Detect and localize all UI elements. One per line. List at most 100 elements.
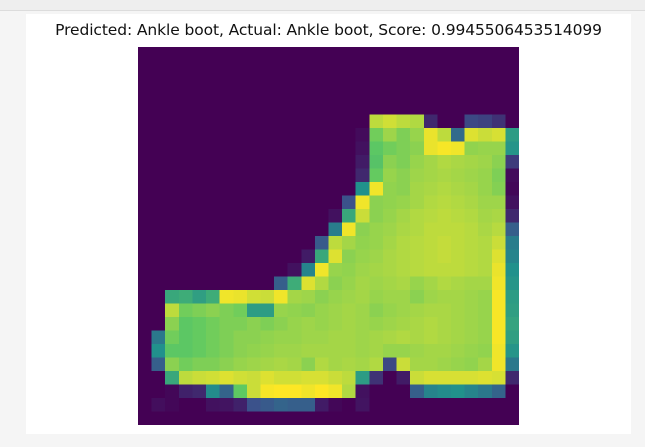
image-pixel <box>301 101 316 116</box>
image-pixel <box>464 236 479 251</box>
image-pixel <box>260 222 275 237</box>
image-pixel <box>192 141 207 156</box>
image-pixel <box>287 222 302 237</box>
image-pixel <box>328 290 343 305</box>
image-pixel <box>410 371 425 386</box>
image-pixel <box>382 74 398 89</box>
image-pixel <box>165 141 180 156</box>
image-pixel <box>138 209 153 224</box>
image-pixel <box>233 236 248 251</box>
image-pixel <box>314 222 330 237</box>
image-pixel <box>464 411 479 425</box>
image-pixel <box>287 317 302 332</box>
image-pixel <box>178 357 194 372</box>
image-pixel <box>151 47 166 62</box>
image-pixel <box>410 411 425 425</box>
image-pixel <box>396 101 411 116</box>
image-pixel <box>505 128 519 143</box>
image-pixel <box>437 209 452 224</box>
image-pixel <box>478 357 493 372</box>
image-axes <box>138 47 519 425</box>
image-pixel <box>464 303 479 318</box>
image-pixel <box>410 317 425 332</box>
image-pixel <box>369 195 384 210</box>
image-pixel <box>478 330 493 345</box>
image-pixel <box>206 236 221 251</box>
image-pixel <box>138 411 153 425</box>
image-pixel <box>478 195 493 210</box>
image-pixel <box>274 60 289 75</box>
image-pixel <box>478 128 493 143</box>
image-pixel <box>450 141 466 156</box>
image-pixel <box>287 60 302 75</box>
image-pixel <box>301 249 316 264</box>
image-pixel <box>314 60 330 75</box>
image-pixel <box>301 303 316 318</box>
image-pixel <box>301 182 316 197</box>
image-pixel <box>423 155 438 170</box>
image-pixel <box>246 411 262 425</box>
image-pixel <box>369 141 384 156</box>
image-pixel <box>314 128 330 143</box>
image-pixel <box>355 155 370 170</box>
image-pixel <box>464 357 479 372</box>
image-pixel <box>423 168 438 183</box>
image-pixel <box>274 182 289 197</box>
image-pixel <box>206 47 221 62</box>
image-pixel <box>260 249 275 264</box>
image-pixel <box>314 303 330 318</box>
image-pixel <box>450 114 466 129</box>
image-pixel <box>396 330 411 345</box>
image-pixel <box>301 47 316 62</box>
image-pixel <box>233 303 248 318</box>
image-pixel <box>314 371 330 386</box>
image-pixel <box>410 249 425 264</box>
image-pixel <box>219 263 234 278</box>
image-pixel <box>382 344 398 359</box>
image-pixel <box>491 114 506 129</box>
image-pixel <box>192 114 207 129</box>
image-pixel <box>165 263 180 278</box>
image-pixel <box>151 276 166 291</box>
image-pixel <box>219 60 234 75</box>
image-pixel <box>464 371 479 386</box>
image-pixel <box>342 222 357 237</box>
image-pixel <box>410 398 425 413</box>
image-pixel <box>423 384 438 399</box>
image-pixel <box>260 330 275 345</box>
image-pixel <box>138 141 153 156</box>
image-pixel <box>342 182 357 197</box>
image-pixel <box>382 411 398 425</box>
image-pixel <box>287 344 302 359</box>
image-pixel <box>410 101 425 116</box>
image-pixel <box>274 263 289 278</box>
image-pixel <box>246 195 262 210</box>
image-pixel <box>178 222 194 237</box>
image-pixel <box>219 303 234 318</box>
image-pixel <box>260 303 275 318</box>
image-pixel <box>396 384 411 399</box>
image-pixel <box>314 290 330 305</box>
image-pixel <box>423 60 438 75</box>
image-pixel <box>342 317 357 332</box>
image-pixel <box>178 87 194 102</box>
image-pixel <box>410 168 425 183</box>
image-pixel <box>369 357 384 372</box>
image-pixel <box>450 330 466 345</box>
image-pixel <box>491 317 506 332</box>
image-pixel <box>178 290 194 305</box>
image-pixel <box>287 371 302 386</box>
image-pixel <box>491 155 506 170</box>
image-pixel <box>491 101 506 116</box>
image-pixel <box>342 209 357 224</box>
image-pixel <box>396 87 411 102</box>
image-pixel <box>192 344 207 359</box>
image-pixel <box>192 128 207 143</box>
image-pixel <box>274 357 289 372</box>
image-pixel <box>382 128 398 143</box>
image-pixel <box>382 384 398 399</box>
image-pixel <box>165 290 180 305</box>
image-pixel <box>178 249 194 264</box>
image-pixel <box>206 195 221 210</box>
image-pixel <box>219 101 234 116</box>
